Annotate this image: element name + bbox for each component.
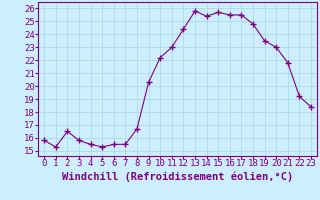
- X-axis label: Windchill (Refroidissement éolien,°C): Windchill (Refroidissement éolien,°C): [62, 171, 293, 182]
